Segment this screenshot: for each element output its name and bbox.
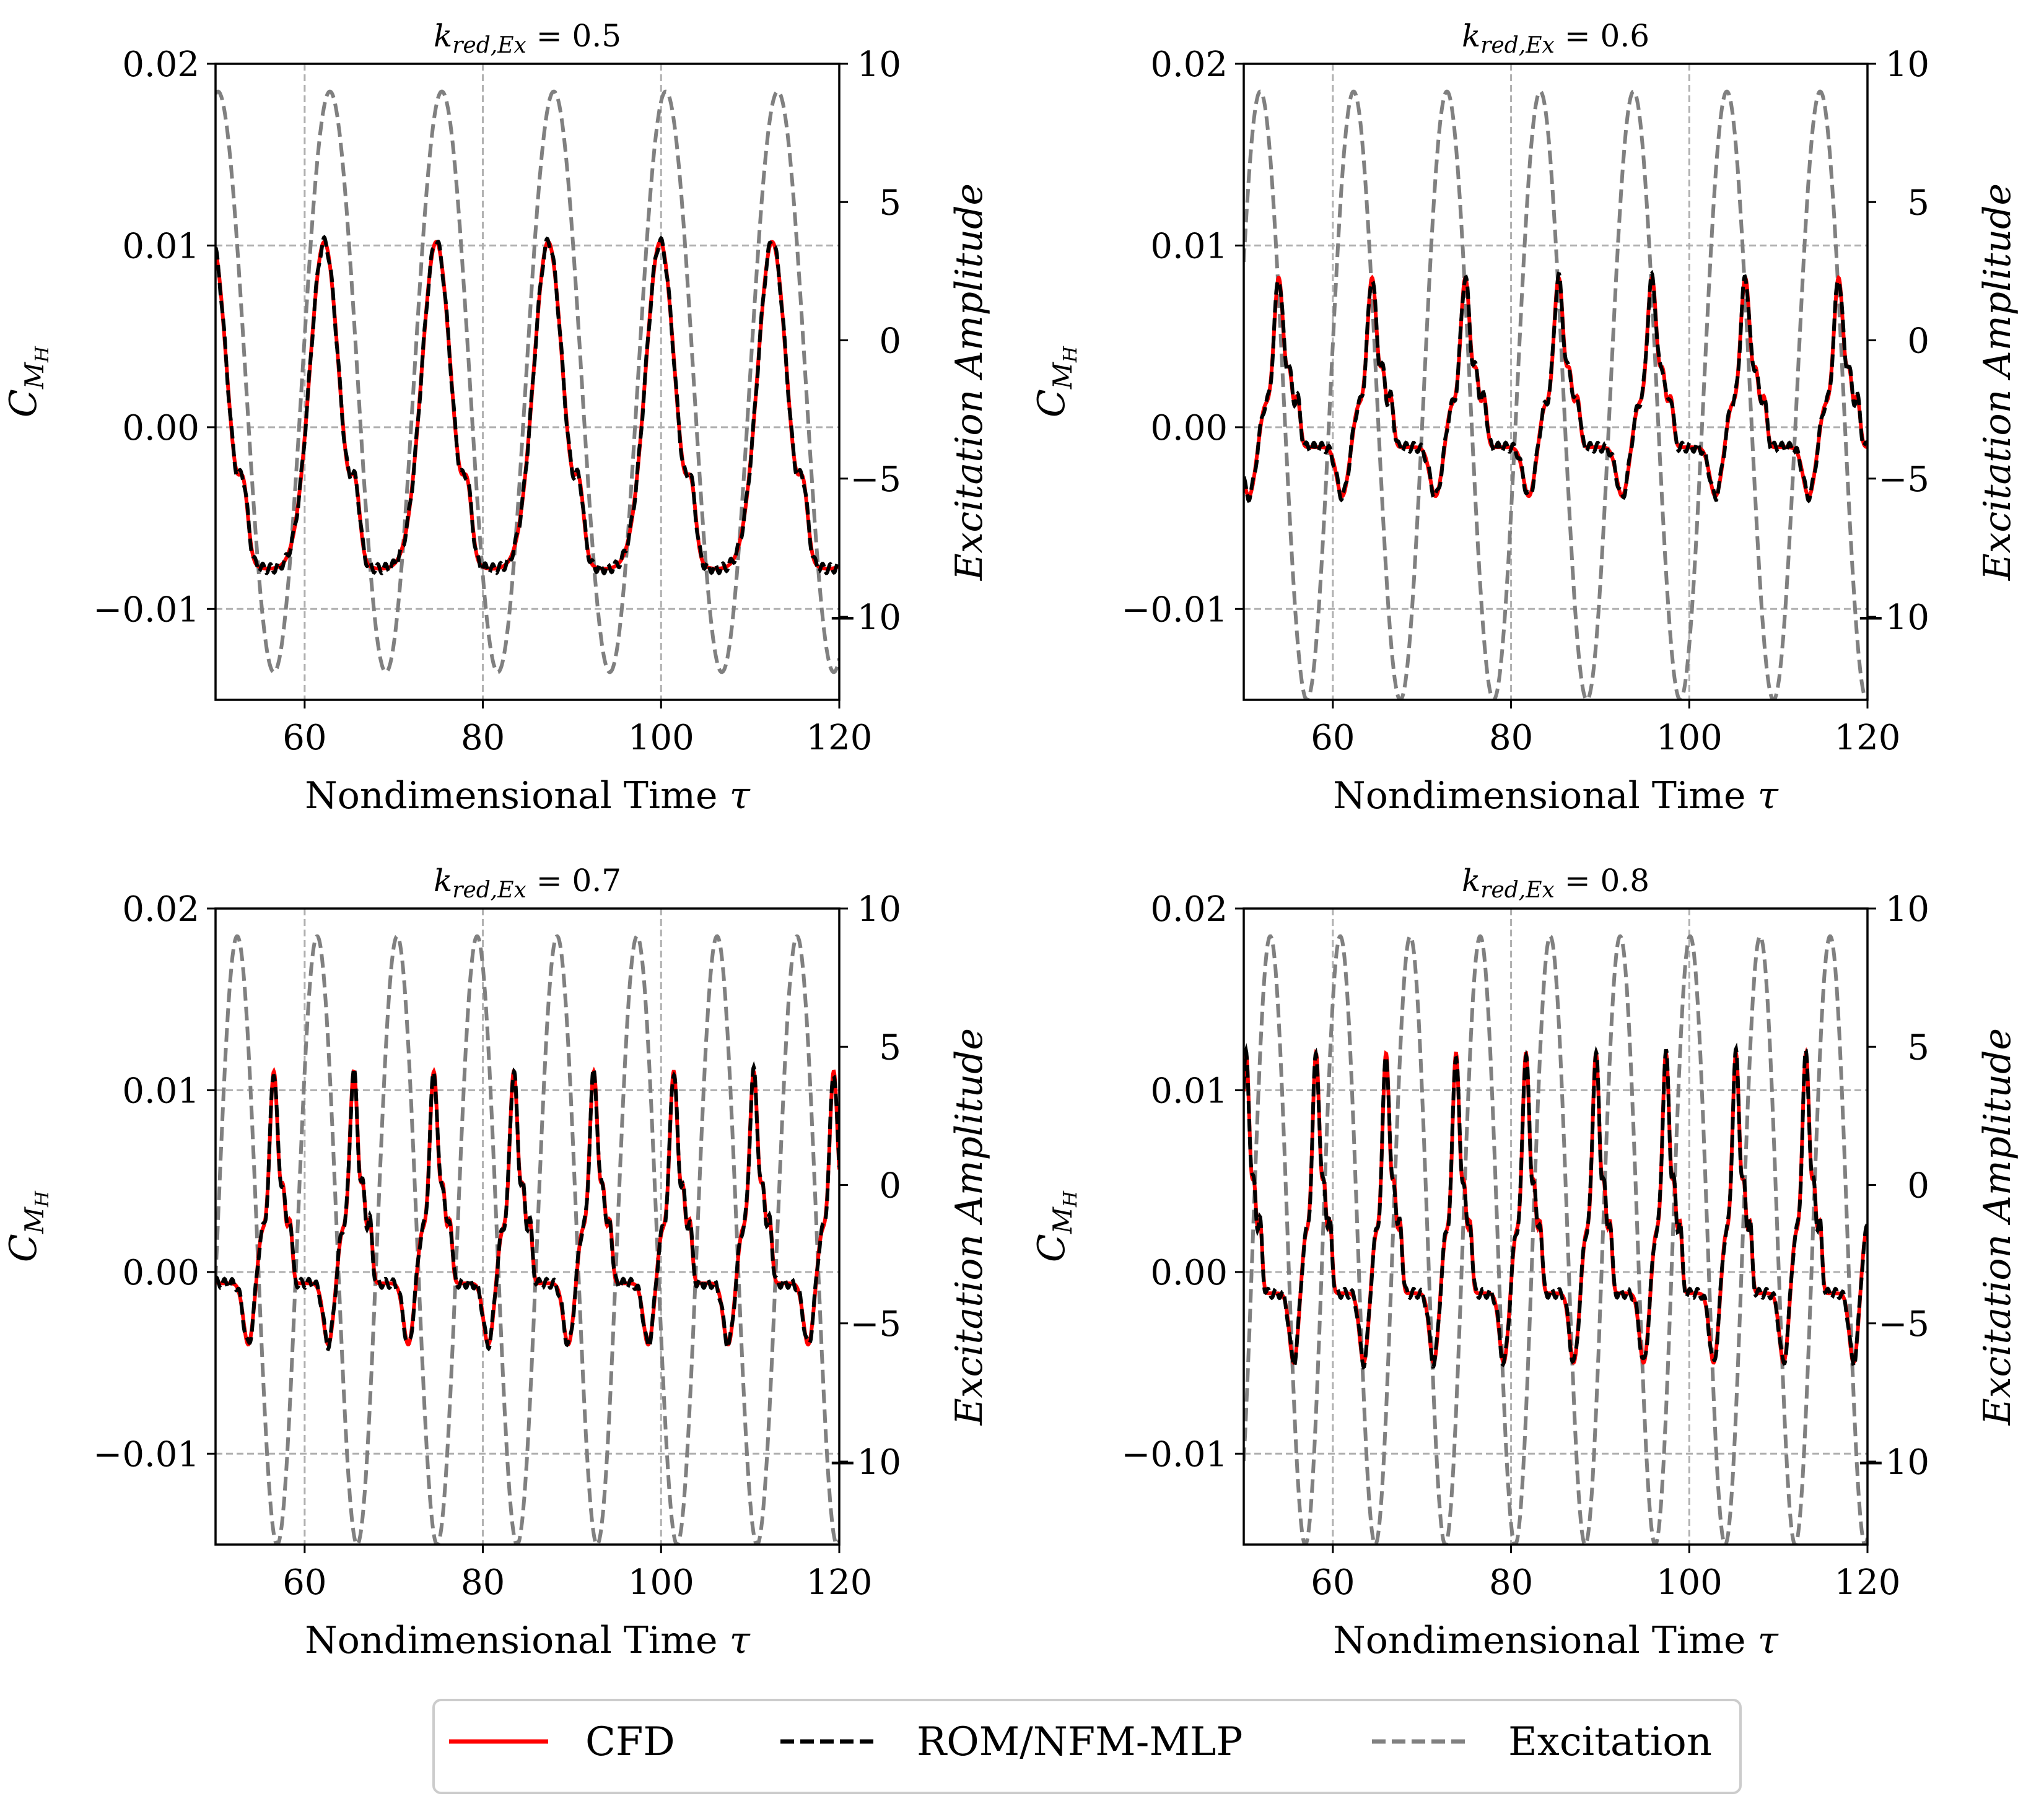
y2-axis-label: Excitation Amplitude bbox=[948, 1028, 991, 1426]
legend-label: Excitation bbox=[1508, 1719, 1712, 1765]
y2-axis-label: Excitation Amplitude bbox=[948, 183, 991, 581]
x-tick-label: 100 bbox=[1656, 1563, 1723, 1603]
x-axis-label: Nondimensional Time τ bbox=[305, 774, 750, 817]
chart-panel-3: 60 80 100 120 −0.01 0.00 0.01 0.02 −10 −5 0 5 10 kred… bbox=[2, 863, 991, 1662]
x-tick-label: 100 bbox=[1656, 718, 1723, 758]
y-tick-label: 0.01 bbox=[122, 226, 199, 266]
legend: CFD ROM/NFM-MLP Excitation bbox=[432, 1699, 1742, 1794]
y-axis-label: CMH bbox=[1030, 1190, 1081, 1262]
x-tick-label: 80 bbox=[461, 1563, 505, 1603]
y2-tick-label: 0 bbox=[1907, 321, 1929, 362]
rom-series bbox=[216, 235, 839, 576]
rom-series bbox=[1244, 1042, 1867, 1371]
x-axis-label: Nondimensional Time τ bbox=[305, 1619, 750, 1662]
y2-tick-label: −5 bbox=[1878, 1304, 1929, 1345]
y-tick-label: 0.02 bbox=[1150, 45, 1228, 85]
panel-title: kred,Ex = 0.8 bbox=[1462, 863, 1649, 903]
plot-frame bbox=[1243, 907, 1869, 1546]
x-tick-label: 100 bbox=[628, 718, 694, 758]
x-tick-label: 60 bbox=[1311, 718, 1355, 758]
x-tick-label: 120 bbox=[806, 718, 873, 758]
x-tick-label: 80 bbox=[1489, 718, 1533, 758]
y2-tick-label: 5 bbox=[1907, 183, 1929, 223]
y-tick-label: 0.02 bbox=[122, 45, 199, 85]
y-tick-label: 0.00 bbox=[1150, 408, 1228, 448]
y2-tick-label: 5 bbox=[1907, 1027, 1929, 1068]
panel-title: kred,Ex = 0.6 bbox=[1462, 18, 1649, 58]
y2-tick-label: −10 bbox=[1856, 598, 1929, 638]
y-tick-label: 0.01 bbox=[1150, 226, 1228, 266]
y2-tick-label: 0 bbox=[1907, 1166, 1929, 1206]
x-axis-label: Nondimensional Time τ bbox=[1333, 1619, 1778, 1662]
y2-tick-label: −10 bbox=[828, 598, 901, 638]
x-tick-label: 60 bbox=[282, 1563, 326, 1603]
panel-title: kred,Ex = 0.5 bbox=[434, 18, 621, 58]
y2-tick-label: −10 bbox=[828, 1442, 901, 1483]
y-tick-label: 0.01 bbox=[122, 1071, 199, 1111]
legend-label: ROM/NFM-MLP bbox=[917, 1719, 1243, 1765]
y2-tick-label: 10 bbox=[857, 889, 901, 930]
y-tick-label: 0.02 bbox=[1150, 889, 1228, 930]
excitation-series bbox=[216, 934, 839, 1545]
y2-tick-label: −5 bbox=[1878, 460, 1929, 500]
excitation-series bbox=[216, 89, 839, 674]
y2-tick-label: −5 bbox=[850, 460, 901, 500]
chart-panel-4: 60 80 100 120 −0.01 0.00 0.01 0.02 −10 −5 0 5 10 kred… bbox=[1030, 863, 2019, 1662]
x-tick-label: 120 bbox=[1835, 718, 1901, 758]
plot-frame bbox=[214, 907, 841, 1546]
y2-axis-label: Excitation Amplitude bbox=[1976, 1028, 2019, 1426]
x-axis-label: Nondimensional Time τ bbox=[1333, 774, 1778, 817]
y-tick-label: 0.00 bbox=[122, 408, 199, 448]
y2-tick-label: 0 bbox=[879, 321, 901, 362]
x-tick-label: 80 bbox=[461, 718, 505, 758]
y2-tick-label: 5 bbox=[879, 1027, 901, 1068]
legend-box bbox=[432, 1699, 1742, 1794]
chart-panel-1: 60 80 100 120 −0.01 0.00 0.01 0.02 −10 −5 0 5 10 kred… bbox=[2, 18, 991, 817]
y-axis-label: CMH bbox=[2, 1190, 53, 1262]
y-tick-label: 0.02 bbox=[122, 889, 199, 930]
y2-tick-label: −5 bbox=[850, 1304, 901, 1345]
legend-label: CFD bbox=[585, 1719, 675, 1765]
chart-panel-2: 60 80 100 120 −0.01 0.00 0.01 0.02 −10 −5 0 5 10 kred… bbox=[1030, 18, 2019, 817]
y2-tick-label: 10 bbox=[1885, 889, 1929, 930]
y2-axis-label: Excitation Amplitude bbox=[1976, 183, 2019, 581]
rom-series bbox=[216, 1061, 839, 1352]
y-tick-label: −0.01 bbox=[93, 1434, 199, 1475]
y-tick-label: −0.01 bbox=[1121, 1434, 1228, 1475]
x-tick-label: 80 bbox=[1489, 1563, 1533, 1603]
excitation-series bbox=[1244, 89, 1867, 700]
x-tick-label: 60 bbox=[282, 718, 326, 758]
y-tick-label: −0.01 bbox=[93, 590, 199, 630]
plot-frame bbox=[214, 63, 841, 701]
panel-title: kred,Ex = 0.7 bbox=[434, 863, 621, 903]
y2-tick-label: 0 bbox=[879, 1166, 901, 1206]
y-axis-label: CMH bbox=[2, 346, 53, 417]
excitation-series bbox=[1244, 934, 1867, 1545]
y-tick-label: 0.00 bbox=[122, 1253, 199, 1293]
y-tick-label: 0.01 bbox=[1150, 1071, 1228, 1111]
x-tick-label: 120 bbox=[1835, 1563, 1901, 1603]
y-tick-label: 0.00 bbox=[1150, 1253, 1228, 1293]
y2-tick-label: 10 bbox=[857, 45, 901, 85]
x-tick-label: 60 bbox=[1311, 1563, 1355, 1603]
x-tick-label: 100 bbox=[628, 1563, 694, 1603]
y-tick-label: −0.01 bbox=[1121, 590, 1228, 630]
y2-tick-label: 5 bbox=[879, 183, 901, 223]
y2-tick-label: −10 bbox=[1856, 1442, 1929, 1483]
x-tick-label: 120 bbox=[806, 1563, 873, 1603]
rom-series bbox=[1244, 269, 1867, 503]
y-axis-label: CMH bbox=[1030, 346, 1081, 417]
plot-frame bbox=[1243, 63, 1869, 701]
y2-tick-label: 10 bbox=[1885, 45, 1929, 85]
